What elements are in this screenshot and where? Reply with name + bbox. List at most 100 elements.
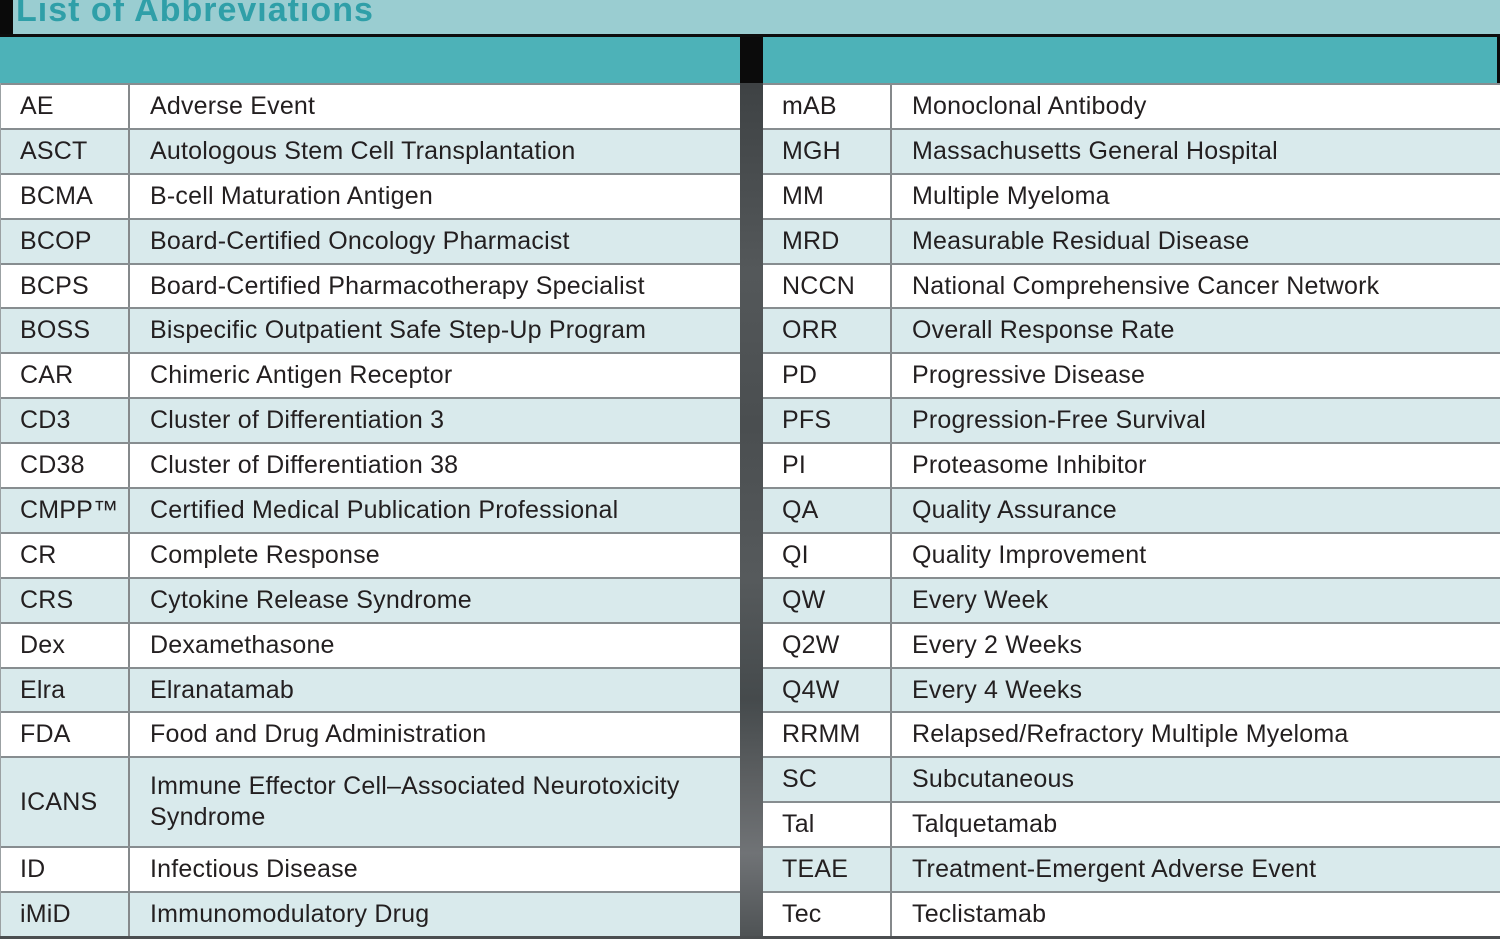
abbreviation-cell: ASCT <box>1 129 130 173</box>
left-table-rows: AE Adverse Event ASCT Autologous Stem Ce… <box>1 83 741 936</box>
abbreviation-cell: CD3 <box>1 399 130 443</box>
abbreviation-cell: iMiD <box>1 893 130 936</box>
corner-block <box>0 0 13 34</box>
right-table-header-band <box>763 37 1497 83</box>
term-cell: Infectious Disease <box>150 855 358 884</box>
table-row: Q4W Every 4 Weeks <box>763 666 1500 712</box>
abbreviation-cell: MM <box>763 174 892 218</box>
abbreviation-cell: SC <box>763 758 892 802</box>
header-right-edge <box>1497 37 1500 83</box>
abbreviation-cell: RRMM <box>763 713 892 757</box>
term-cell: Cluster of Differentiation 3 <box>150 406 445 435</box>
term-cell: Massachusetts General Hospital <box>912 136 1278 165</box>
table-row: ORR Overall Response Rate <box>763 307 1500 353</box>
table-row: Tec Teclistamab <box>763 891 1500 936</box>
term-cell: Immunomodulatory Drug <box>150 899 430 928</box>
term-cell: National Comprehensive Cancer Network <box>912 271 1380 300</box>
table-row: BCPS Board-Certified Pharmacotherapy Spe… <box>1 262 741 308</box>
center-divider-strip <box>740 83 763 939</box>
left-abbreviations-table: AE Adverse Event ASCT Autologous Stem Ce… <box>0 83 741 936</box>
table-row: SC Subcutaneous <box>763 756 1500 802</box>
table-row: NCCN National Comprehensive Cancer Netwo… <box>763 262 1500 308</box>
table-row: MGH Massachusetts General Hospital <box>763 127 1500 173</box>
term-cell: Bispecific Outpatient Safe Step-Up Progr… <box>150 316 647 345</box>
table-row: MM Multiple Myeloma <box>763 172 1500 218</box>
term-cell: Quality Improvement <box>912 540 1147 569</box>
abbreviation-cell: CD38 <box>1 444 130 488</box>
abbreviation-cell: PFS <box>763 399 892 443</box>
term-cell: Monoclonal Antibody <box>912 91 1147 120</box>
abbreviation-cell: QA <box>763 489 892 532</box>
table-row: AE Adverse Event <box>1 83 741 128</box>
term-cell: Subcutaneous <box>912 765 1075 794</box>
title-divider-rule <box>0 34 1500 37</box>
abbreviation-cell: AE <box>1 85 130 128</box>
term-cell: Board-Certified Oncology Pharmacist <box>150 226 570 255</box>
abbreviation-cell: Tal <box>763 803 892 847</box>
table-row: Dex Dexamethasone <box>1 621 741 667</box>
term-cell: Overall Response Rate <box>912 316 1175 345</box>
table-row: RRMM Relapsed/Refractory Multiple Myelom… <box>763 711 1500 757</box>
abbreviation-cell: ICANS <box>1 758 130 847</box>
term-cell: Multiple Myeloma <box>912 181 1110 210</box>
term-cell: Board-Certified Pharmacotherapy Speciali… <box>150 271 645 300</box>
term-cell: B-cell Maturation Antigen <box>150 181 433 210</box>
abbreviation-cell: NCCN <box>763 264 892 308</box>
abbreviation-cell: MGH <box>763 129 892 173</box>
term-cell: Teclistamab <box>912 899 1047 928</box>
abbreviation-cell: TEAE <box>763 848 892 892</box>
abbreviation-cell: FDA <box>1 713 130 757</box>
table-row: Tal Talquetamab <box>763 801 1500 847</box>
abbreviation-cell: mAB <box>763 85 892 128</box>
abbreviation-cell: Dex <box>1 623 130 667</box>
term-cell: Progressive Disease <box>912 361 1146 390</box>
table-row: mAB Monoclonal Antibody <box>763 83 1500 128</box>
abbreviation-cell: Elra <box>1 668 130 712</box>
abbreviation-cell: CMPP™ <box>1 489 130 532</box>
abbreviation-cell: ID <box>1 848 130 892</box>
table-row: ASCT Autologous Stem Cell Transplantatio… <box>1 127 741 173</box>
abbreviation-cell: CAR <box>1 354 130 398</box>
table-row: Q2W Every 2 Weeks <box>763 621 1500 667</box>
term-cell: Every Week <box>912 585 1049 614</box>
abbreviation-cell: PD <box>763 354 892 398</box>
table-row: MRD Measurable Residual Disease <box>763 217 1500 263</box>
abbreviation-cell: Q4W <box>763 668 892 712</box>
term-cell: Relapsed/Refractory Multiple Myeloma <box>912 720 1349 749</box>
term-cell: Adverse Event <box>150 91 316 120</box>
table-row: CRS Cytokine Release Syndrome <box>1 576 741 622</box>
right-table-rows: mAB Monoclonal Antibody MGH Massachusett… <box>763 83 1500 936</box>
table-row: ID Infectious Disease <box>1 846 741 892</box>
abbreviation-cell: Q2W <box>763 623 892 667</box>
table-row: PI Proteasome Inhibitor <box>763 442 1500 488</box>
header-gap-block <box>740 37 763 83</box>
left-table-header-band <box>0 37 740 83</box>
table-row: CMPP™ Certified Medical Publication Prof… <box>1 487 741 532</box>
table-row: Elra Elranatamab <box>1 666 741 712</box>
term-cell: Proteasome Inhibitor <box>912 451 1147 480</box>
abbreviation-cell: CRS <box>1 578 130 622</box>
table-row: FDA Food and Drug Administration <box>1 711 741 757</box>
title-strip: List of Abbreviations <box>0 0 1500 34</box>
abbreviation-cell: QW <box>763 578 892 622</box>
term-cell: Cluster of Differentiation 38 <box>150 451 459 480</box>
table-row: TEAE Treatment-Emergent Adverse Event <box>763 846 1500 892</box>
abbreviation-cell: BOSS <box>1 309 130 353</box>
term-cell: Certified Medical Publication Profession… <box>150 495 619 524</box>
term-cell: Dexamethasone <box>150 630 335 659</box>
term-cell: Every 4 Weeks <box>912 675 1083 704</box>
term-cell: Complete Response <box>150 540 380 569</box>
abbreviation-cell: BCPS <box>1 264 130 308</box>
abbreviation-cell: MRD <box>763 219 892 263</box>
table-row: CR Complete Response <box>1 531 741 577</box>
term-cell: Measurable Residual Disease <box>912 226 1250 255</box>
term-cell: Autologous Stem Cell Transplantation <box>150 136 576 165</box>
abbreviation-cell: BCOP <box>1 219 130 263</box>
table-row: CD3 Cluster of Differentiation 3 <box>1 397 741 443</box>
bottom-edge-rule <box>0 936 1500 939</box>
table-row: ICANS Immune Effector Cell–Associated Ne… <box>1 756 741 847</box>
abbreviation-cell: BCMA <box>1 174 130 218</box>
table-row: CAR Chimeric Antigen Receptor <box>1 352 741 398</box>
abbreviation-cell: QI <box>763 533 892 577</box>
